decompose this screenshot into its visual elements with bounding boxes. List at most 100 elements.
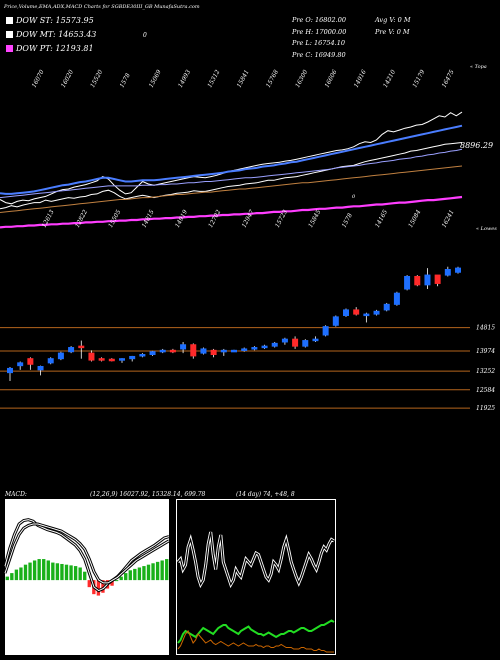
bottom-right-label: « Lowes — [476, 226, 497, 232]
candle-body — [332, 316, 339, 326]
macd-hist-bar — [155, 561, 160, 581]
candle-body — [343, 309, 349, 316]
macd-hist-bar — [10, 573, 14, 581]
legend-item-dow-mt: DOW MT: 14653.43 — [6, 30, 96, 39]
candle-body — [292, 338, 299, 347]
candle-body — [271, 342, 278, 347]
macd-hist-bar — [119, 576, 123, 581]
macd-hist-bar — [69, 565, 73, 581]
macd-hist-bar — [64, 564, 69, 581]
pre-open: Pre O: 16802.00 — [292, 16, 346, 24]
candle-body — [414, 275, 421, 286]
macd-hist-bar — [87, 580, 91, 588]
candle-body — [149, 351, 156, 356]
stray-mark: 0 — [143, 32, 147, 39]
legend-swatch — [6, 17, 13, 24]
candle-body — [455, 267, 461, 273]
candle-body — [444, 269, 451, 276]
candle-body — [251, 347, 258, 350]
candle-body — [27, 358, 34, 365]
macd-hist-bar — [83, 571, 87, 581]
level-label: 11925 — [476, 405, 495, 412]
candle-body — [47, 358, 54, 364]
macd-hist-bar — [110, 580, 114, 586]
macd-hist-bar — [101, 580, 105, 593]
candle-body — [281, 338, 288, 343]
pre-close: Pre C: 16949.80 — [292, 50, 346, 59]
candle-body — [78, 345, 85, 349]
candle-body — [37, 365, 44, 371]
candle-body — [302, 340, 309, 347]
macd-hist-bar — [46, 560, 50, 581]
candle-body — [17, 362, 24, 367]
macd-hist-bar — [5, 576, 9, 581]
candle-body — [241, 348, 248, 351]
candle-body — [108, 358, 115, 362]
macd-hist-bar — [146, 564, 151, 581]
candle-body — [210, 349, 217, 356]
candle-body — [190, 344, 197, 357]
macd-hist-bar — [32, 560, 37, 581]
macd-hist-bar — [37, 559, 41, 581]
candle-body — [129, 355, 136, 360]
ema-line-1 — [0, 142, 463, 210]
avg-volume: Avg V: 0 M — [375, 16, 411, 24]
macd-hist-bar — [124, 573, 128, 581]
candle-body — [231, 349, 237, 353]
macd-hist-bar — [78, 567, 82, 581]
volume-readout: Avg V: 0 M Pre V: 0 M — [375, 15, 410, 38]
macd-hist-bar — [14, 569, 19, 581]
legend-label: DOW ST: 15573.95 — [16, 16, 94, 25]
level-label: 14815 — [476, 325, 495, 332]
level-label: 12584 — [476, 387, 495, 394]
macd-hist-bar — [128, 570, 132, 581]
macd-line-0 — [4, 519, 170, 592]
candle-body — [68, 347, 75, 353]
pre-volume: Pre V: 0 M — [375, 27, 410, 36]
ohlc-readout: Pre O: 16802.00 Pre H: 17000.00 Pre L: 1… — [292, 15, 346, 61]
candle-body — [373, 310, 380, 315]
macd-hist-bar — [137, 567, 142, 581]
candle-body — [159, 349, 166, 353]
macd-hist-bar — [133, 568, 137, 581]
macd-params: (12,26,9) 16027.92, 15328.14, 699.78 — [90, 491, 206, 498]
legend-swatch — [6, 45, 13, 52]
adx-line — [177, 531, 335, 586]
candle-body — [88, 352, 95, 361]
ema-line-3 — [0, 148, 463, 199]
legend-item-dow-pt: DOW PT: 12193.81 — [6, 44, 94, 53]
ema-line-4 — [0, 165, 463, 213]
macd-hist-bar — [165, 559, 169, 581]
candle-body — [393, 292, 400, 305]
price-ema-chart: 16070 16020 15520 1578 15069 14993 15312 15841 1… — [0, 64, 497, 412]
candle-body — [261, 345, 268, 349]
chart-title: Price,Volume,EMA,ADX,MACD Charts for SGB… — [4, 4, 200, 10]
macd-title: MACD: — [5, 491, 27, 498]
legend-label: DOW PT: 12193.81 — [16, 44, 94, 53]
ema-line-2 — [0, 124, 463, 195]
candle-body — [98, 358, 105, 361]
legend-item-dow-st: DOW ST: 15573.95 — [6, 16, 94, 25]
macd-hist-bar — [160, 560, 164, 581]
candle-body — [434, 274, 441, 284]
candle-body — [363, 313, 370, 317]
level-label: 13252 — [476, 368, 495, 375]
macd-hist-bar — [60, 563, 64, 581]
adx-title: (14 day) 74, +48, 8 — [236, 491, 295, 498]
top-right-label: « Topa — [470, 64, 487, 70]
candle-body — [220, 349, 227, 353]
macd-hist-bar — [73, 566, 78, 581]
candle-body — [424, 274, 431, 286]
last-value-label: 8896.29 — [460, 141, 493, 150]
di-line-1 — [177, 619, 335, 644]
macd-line-1 — [4, 523, 170, 584]
macd-hist-bar — [28, 562, 32, 581]
macd-hist-bar — [51, 562, 55, 581]
candle-body — [139, 354, 146, 357]
pre-high: Pre H: 17000.00 — [292, 27, 347, 36]
macd-hist-bar — [23, 564, 28, 581]
candle-body — [322, 326, 329, 336]
di-line-2 — [177, 630, 334, 653]
ema-line-5 — [0, 195, 463, 229]
